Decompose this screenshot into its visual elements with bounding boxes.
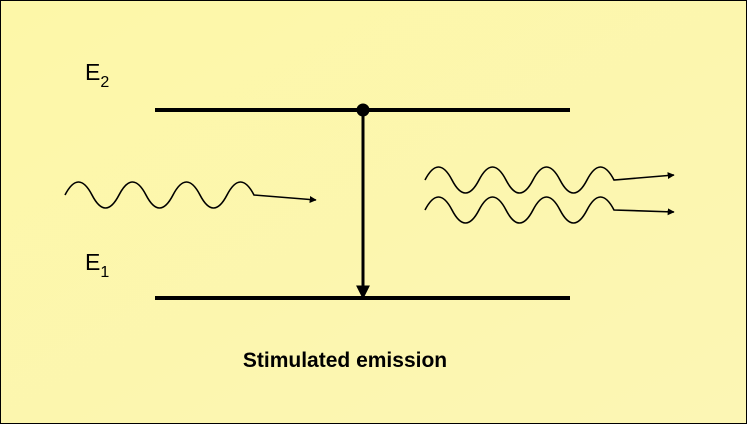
level-label: E2: [85, 59, 109, 91]
electron-dot: [356, 103, 370, 117]
caption: Stimulated emission: [243, 349, 447, 372]
emitted-photon: [424, 196, 675, 224]
level-label: E1: [85, 249, 109, 281]
incident-photon: [64, 181, 317, 209]
emitted-photon: [424, 166, 675, 194]
